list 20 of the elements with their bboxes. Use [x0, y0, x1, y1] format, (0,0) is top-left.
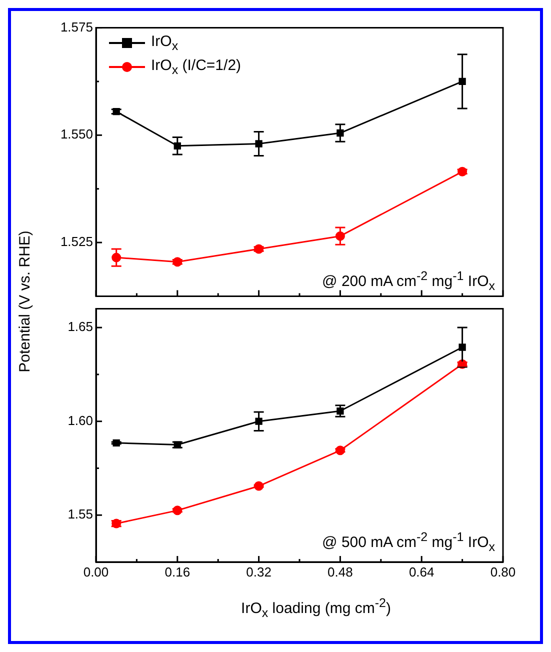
- y-tick-label: 1.55: [68, 506, 93, 522]
- x-axis-title: IrO$_{x}$ loading (mg cm$^{-2}$): [240, 596, 392, 620]
- y-tick-label: 1.65: [68, 319, 93, 334]
- annotation: @ 200 mA cm$^{-2}$ mg$^{-1}$ IrO$_{x}$: [322, 269, 495, 293]
- y-tick-label: 1.525: [60, 234, 93, 250]
- y-axis-title: Potential (V vs. RHE): [16, 230, 34, 372]
- x-tick-label: 0.80: [490, 564, 516, 580]
- point: [255, 140, 262, 148]
- x-tick-label: 0.64: [408, 564, 434, 580]
- point: [458, 344, 466, 351]
- legend-label: IrO$_{x}$: [151, 33, 178, 53]
- y-tick-label: 1.60: [68, 412, 93, 428]
- x-tick-label: 0.32: [246, 564, 272, 580]
- y-tick-label: 1.550: [60, 126, 93, 142]
- x-tick-label: 0.16: [164, 564, 190, 580]
- y-tick-label: 1.575: [60, 19, 93, 34]
- x-tick-label: 0.00: [83, 564, 109, 580]
- x-tick-label: 0.48: [328, 564, 353, 580]
- annotation: @ 500 mA cm$^{-2}$ mg$^{-1}$ IrO$_{x}$: [322, 530, 495, 554]
- legend-label: IrO$_{x}$ (I/C=1/2): [151, 57, 242, 77]
